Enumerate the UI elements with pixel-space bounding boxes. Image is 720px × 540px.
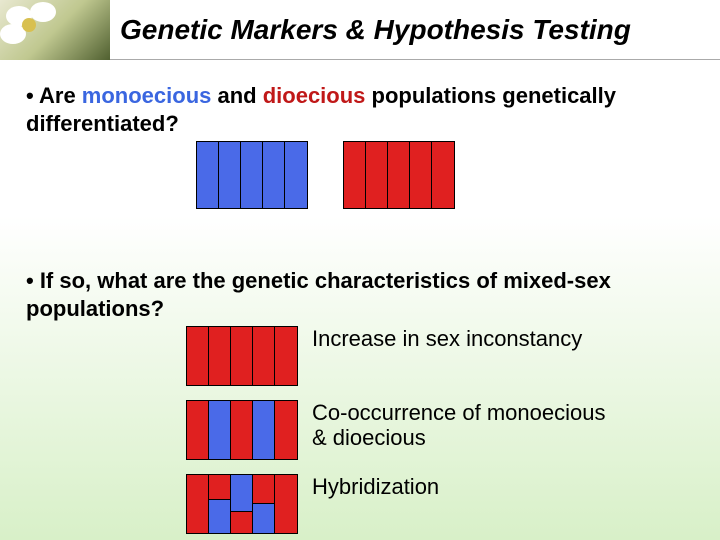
bar-cell <box>253 401 275 459</box>
bar-cell <box>263 142 285 208</box>
bullet-1: • Are monoecious and dioecious populatio… <box>26 82 694 137</box>
mixed-pop-grid <box>186 474 298 534</box>
bar-inner <box>209 499 230 533</box>
bar-cell <box>241 142 263 208</box>
bullet-2: • If so, what are the genetic characteri… <box>26 267 694 322</box>
mono-population-grid <box>196 141 308 209</box>
mixed-pop-row: Increase in sex inconstancy <box>186 326 694 386</box>
bullet1-mid: and <box>211 83 262 108</box>
bar-cell <box>209 475 231 533</box>
bar-inner <box>231 511 252 533</box>
bar-cell <box>219 142 241 208</box>
bar-cell <box>253 475 275 533</box>
bar-cell <box>388 142 410 208</box>
bar-cell <box>344 142 366 208</box>
bullet2-rows: Increase in sex inconstancy Co-occurrence… <box>186 326 694 534</box>
mono-word: monoecious <box>82 83 212 108</box>
bullet1-prefix: • Are <box>26 83 82 108</box>
bar-cell <box>209 327 231 385</box>
bar-inner <box>253 503 274 533</box>
mixed-pop-grid <box>186 326 298 386</box>
slide-title: Genetic Markers & Hypothesis Testing <box>110 14 631 46</box>
bar-cell <box>231 475 253 533</box>
bar-cell <box>275 475 297 533</box>
bar-cell <box>209 401 231 459</box>
bullet1-bar-groups <box>196 141 694 209</box>
bullet-2-section: • If so, what are the genetic characteri… <box>26 267 694 534</box>
bar-cell <box>231 401 253 459</box>
dio-word: dioecious <box>263 83 366 108</box>
bar-cell <box>231 327 253 385</box>
mixed-pop-label: Increase in sex inconstancy <box>298 326 582 351</box>
bar-cell <box>285 142 307 208</box>
bar-cell <box>366 142 388 208</box>
bar-cell <box>410 142 432 208</box>
bar-cell <box>187 475 209 533</box>
bar-cell <box>275 327 297 385</box>
slide-content: • Are monoecious and dioecious populatio… <box>0 60 720 534</box>
bar-cell <box>197 142 219 208</box>
mixed-pop-row: Co-occurrence of monoecious & dioecious <box>186 400 694 460</box>
bar-cell <box>187 327 209 385</box>
mixed-pop-grid <box>186 400 298 460</box>
header-flower-image <box>0 0 110 60</box>
dio-population-grid <box>343 141 455 209</box>
bar-cell <box>275 401 297 459</box>
slide-header: Genetic Markers & Hypothesis Testing <box>0 0 720 60</box>
mixed-pop-row: Hybridization <box>186 474 694 534</box>
bar-cell <box>432 142 454 208</box>
mixed-pop-label: Hybridization <box>298 474 439 499</box>
bar-cell <box>187 401 209 459</box>
bar-cell <box>253 327 275 385</box>
mixed-pop-label: Co-occurrence of monoecious & dioecious <box>298 400 618 451</box>
